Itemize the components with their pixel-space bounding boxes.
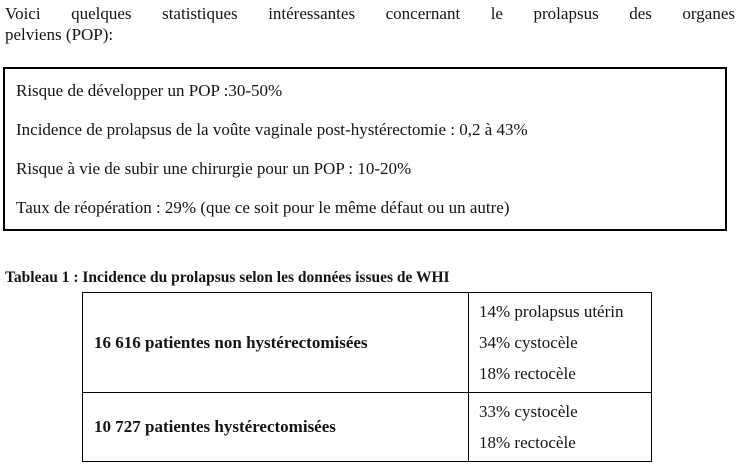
intro-line-1: Voici quelques statistiques intéressante…	[5, 4, 735, 23]
stat-line-vault-prolapse-incidence: Incidence de prolapsus de la voûte vagin…	[16, 120, 528, 139]
table-caption: Tableau 1 : Incidence du prolapsus selon…	[5, 269, 450, 286]
value-cystocele-row1: 34% cystocèle	[479, 333, 578, 352]
table-row-hysterectomized: 10 727 patientes hystérectomisées 33% cy…	[82, 392, 652, 462]
group-cell-non-hysterectomized: 16 616 patientes non hystérectomisées	[82, 292, 469, 393]
value-uterine-prolapse: 14% prolapsus utérin	[479, 302, 624, 321]
whi-table: 16 616 patientes non hystérectomisées 14…	[82, 292, 652, 462]
intro-line-2: pelviens (POP):	[5, 25, 114, 44]
stat-line-reoperation-rate: Taux de réopération : 29% (que ce soit p…	[16, 198, 510, 217]
value-rectocele-row2: 18% rectocèle	[479, 433, 576, 452]
values-cell-non-hysterectomized: 14% prolapsus utérin 34% cystocèle 18% r…	[468, 292, 652, 393]
values-cell-hysterectomized: 33% cystocèle 18% rectocèle	[468, 392, 652, 462]
document-page: Voici quelques statistiques intéressante…	[0, 3, 742, 472]
stat-line-risk-develop: Risque de développer un POP :30-50%	[16, 81, 283, 100]
stats-box: Risque de développer un POP :30-50% Inci…	[3, 67, 727, 231]
stat-line-lifetime-surgery-risk: Risque à vie de subir une chirurgie pour…	[16, 159, 412, 178]
value-cystocele-row2: 33% cystocèle	[479, 402, 578, 421]
group-cell-hysterectomized: 10 727 patientes hystérectomisées	[82, 392, 469, 462]
table-row-non-hysterectomized: 16 616 patientes non hystérectomisées 14…	[82, 292, 652, 393]
value-rectocele-row1: 18% rectocèle	[479, 364, 576, 383]
intro-paragraph: Voici quelques statistiques intéressante…	[5, 3, 735, 45]
